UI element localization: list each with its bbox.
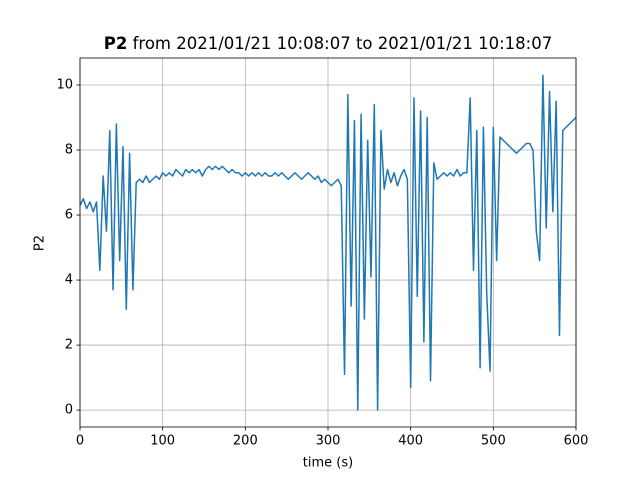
y-tick-label: 6 xyxy=(65,208,73,223)
x-tick-label: 400 xyxy=(398,434,423,449)
x-tick-label: 500 xyxy=(481,434,506,449)
y-tick-label: 10 xyxy=(56,77,73,92)
y-tick-label: 2 xyxy=(65,338,73,353)
x-tick-label: 300 xyxy=(316,434,341,449)
x-tick-label: 600 xyxy=(564,434,589,449)
data-line xyxy=(79,74,577,411)
x-tick-label: 0 xyxy=(76,434,84,449)
title-rest: from 2021/01/21 10:08:07 to 2021/01/21 1… xyxy=(133,34,553,53)
y-axis-label: P2 xyxy=(33,235,48,251)
y-tick-label: 4 xyxy=(65,273,73,288)
x-tick-label: 200 xyxy=(233,434,258,449)
chart-title: P2 from 2021/01/21 10:08:07 to 2021/01/2… xyxy=(104,34,552,53)
y-tick-label: 8 xyxy=(65,143,73,158)
x-tick-label: 100 xyxy=(150,434,175,449)
plot-frame xyxy=(79,57,577,428)
x-axis-label: time (s) xyxy=(303,456,353,471)
title-name: P2 xyxy=(104,34,128,53)
y-tick-label: 0 xyxy=(65,403,73,418)
